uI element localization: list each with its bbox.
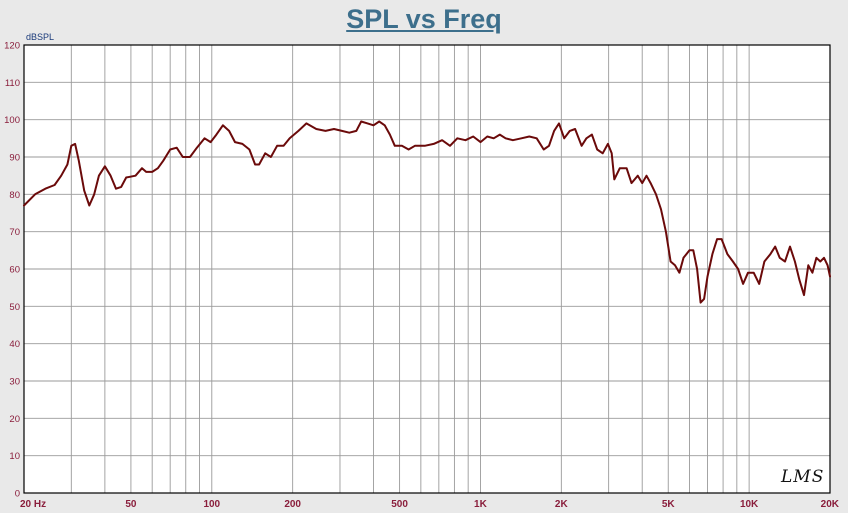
y-tick-label: 120 xyxy=(4,41,20,52)
x-tick-label: 200 xyxy=(284,499,301,510)
y-tick-label: 80 xyxy=(9,190,20,201)
y-axis-label: dBSPL xyxy=(26,32,54,42)
y-tick-label: 20 xyxy=(9,414,20,425)
y-tick-label: 10 xyxy=(9,451,20,462)
plot-frame xyxy=(23,44,831,494)
x-tick-label: 2K xyxy=(555,499,569,510)
x-tick-label: 100 xyxy=(203,499,220,510)
lms-logo: LMS xyxy=(780,467,824,487)
x-tick-label: 20 Hz xyxy=(20,499,46,510)
y-tick-label: 60 xyxy=(9,265,20,276)
x-tick-label: 50 xyxy=(125,499,137,510)
y-tick-label: 100 xyxy=(4,115,20,126)
x-axis-ticks: 20 Hz 50 100 200 500 1K 2K 5K 10K 20K xyxy=(20,499,840,510)
x-tick-label: 500 xyxy=(391,499,408,510)
series-layer xyxy=(23,120,831,304)
y-tick-label: 40 xyxy=(9,339,20,350)
y-tick-label: 0 xyxy=(15,489,20,500)
x-tick-label: 20K xyxy=(821,499,840,510)
lms-watermark: LMS xyxy=(780,467,824,487)
y-tick-label: 90 xyxy=(9,153,20,164)
x-tick-label: 1K xyxy=(474,499,488,510)
y-axis-ticks: 0 10 20 30 40 50 60 70 80 90 100 110 120 xyxy=(4,41,20,500)
spl-trace xyxy=(23,120,831,304)
x-tick-label: 5K xyxy=(662,499,676,510)
y-tick-label: 30 xyxy=(9,377,20,388)
y-tick-label: 70 xyxy=(9,227,20,238)
y-tick-label: 110 xyxy=(5,78,20,89)
chart-title: SPL vs Freq xyxy=(346,4,502,34)
x-tick-label: 10K xyxy=(740,499,759,510)
y-tick-label: 50 xyxy=(9,302,20,313)
grid-lines xyxy=(24,44,830,494)
